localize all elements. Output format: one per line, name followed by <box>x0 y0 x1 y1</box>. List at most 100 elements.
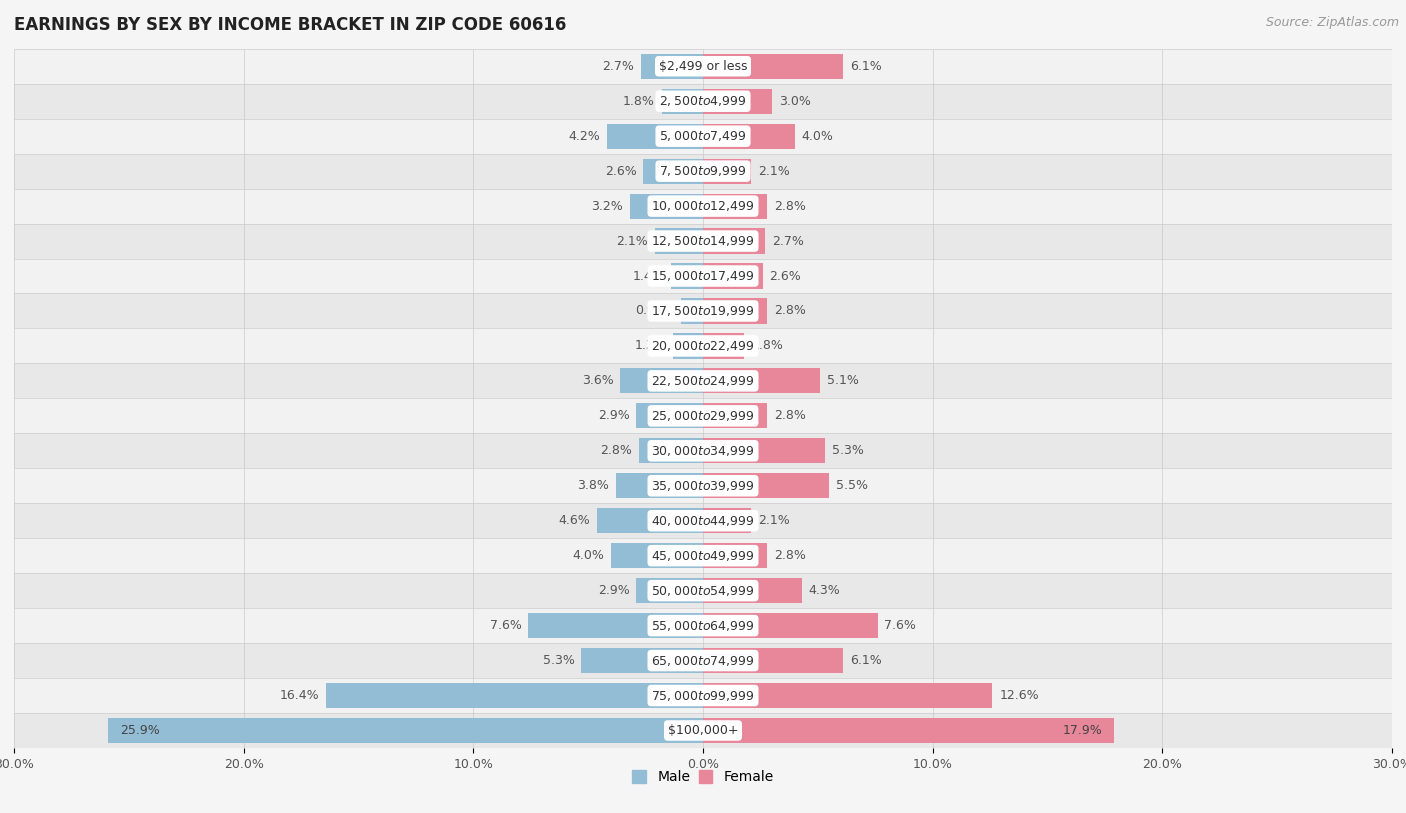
Text: 1.8%: 1.8% <box>751 340 783 352</box>
Bar <box>703 403 768 428</box>
Text: 5.3%: 5.3% <box>831 445 863 457</box>
Bar <box>703 228 765 254</box>
Text: 7.6%: 7.6% <box>489 620 522 632</box>
Text: 17.9%: 17.9% <box>1063 724 1102 737</box>
Bar <box>14 189 1392 224</box>
Text: $100,000+: $100,000+ <box>668 724 738 737</box>
Bar <box>637 403 703 428</box>
Text: $55,000 to $64,999: $55,000 to $64,999 <box>651 619 755 633</box>
Bar <box>682 298 703 324</box>
Text: 6.1%: 6.1% <box>851 654 882 667</box>
Text: 3.6%: 3.6% <box>582 375 613 387</box>
Text: $2,500 to $4,999: $2,500 to $4,999 <box>659 94 747 108</box>
Legend: Male, Female: Male, Female <box>627 765 779 790</box>
Text: 5.3%: 5.3% <box>543 654 575 667</box>
Bar <box>630 193 703 219</box>
Bar <box>671 263 703 289</box>
Bar <box>612 543 703 568</box>
Text: $15,000 to $17,499: $15,000 to $17,499 <box>651 269 755 283</box>
Bar <box>703 613 877 638</box>
Bar <box>703 368 820 393</box>
Bar <box>14 328 1392 363</box>
Text: 3.2%: 3.2% <box>591 200 623 212</box>
Bar <box>616 473 703 498</box>
Text: 12.6%: 12.6% <box>1000 689 1039 702</box>
Text: 2.7%: 2.7% <box>772 235 804 247</box>
Text: 2.8%: 2.8% <box>775 410 806 422</box>
Text: 1.3%: 1.3% <box>634 340 666 352</box>
Text: $17,500 to $19,999: $17,500 to $19,999 <box>651 304 755 318</box>
Bar <box>703 159 751 184</box>
Bar <box>703 683 993 708</box>
Bar <box>14 154 1392 189</box>
Bar <box>644 159 703 184</box>
Bar <box>14 119 1392 154</box>
Bar <box>620 368 703 393</box>
Text: 2.1%: 2.1% <box>758 165 790 177</box>
Text: 2.8%: 2.8% <box>600 445 631 457</box>
Text: 4.3%: 4.3% <box>808 585 841 597</box>
Text: 4.2%: 4.2% <box>568 130 599 142</box>
Text: 2.8%: 2.8% <box>775 550 806 562</box>
Text: 4.0%: 4.0% <box>572 550 605 562</box>
Text: 2.6%: 2.6% <box>769 270 801 282</box>
Text: $40,000 to $44,999: $40,000 to $44,999 <box>651 514 755 528</box>
Text: 25.9%: 25.9% <box>120 724 159 737</box>
Text: $2,499 or less: $2,499 or less <box>659 60 747 72</box>
Text: $5,000 to $7,499: $5,000 to $7,499 <box>659 129 747 143</box>
Text: 2.7%: 2.7% <box>602 60 634 72</box>
Bar <box>703 193 768 219</box>
Text: $12,500 to $14,999: $12,500 to $14,999 <box>651 234 755 248</box>
Bar <box>14 84 1392 119</box>
Bar <box>14 468 1392 503</box>
Bar <box>637 578 703 603</box>
Bar <box>703 54 844 79</box>
Text: 2.9%: 2.9% <box>598 410 630 422</box>
Bar <box>703 263 762 289</box>
Bar <box>14 293 1392 328</box>
Bar <box>14 398 1392 433</box>
Text: EARNINGS BY SEX BY INCOME BRACKET IN ZIP CODE 60616: EARNINGS BY SEX BY INCOME BRACKET IN ZIP… <box>14 16 567 34</box>
Text: 0.94%: 0.94% <box>634 305 675 317</box>
Text: Source: ZipAtlas.com: Source: ZipAtlas.com <box>1265 16 1399 29</box>
Text: 7.6%: 7.6% <box>884 620 917 632</box>
Bar <box>606 124 703 149</box>
Bar <box>14 503 1392 538</box>
Text: 5.5%: 5.5% <box>837 480 868 492</box>
Text: $22,500 to $24,999: $22,500 to $24,999 <box>651 374 755 388</box>
Bar <box>641 54 703 79</box>
Text: 3.0%: 3.0% <box>779 95 811 107</box>
Bar <box>662 89 703 114</box>
Bar <box>14 538 1392 573</box>
Bar <box>14 643 1392 678</box>
Bar <box>703 648 844 673</box>
Text: 4.6%: 4.6% <box>558 515 591 527</box>
Text: 2.8%: 2.8% <box>775 200 806 212</box>
Bar <box>108 718 703 743</box>
Bar <box>326 683 703 708</box>
Text: $25,000 to $29,999: $25,000 to $29,999 <box>651 409 755 423</box>
Text: 1.4%: 1.4% <box>633 270 664 282</box>
Bar <box>14 259 1392 293</box>
Bar <box>703 333 744 359</box>
Text: $35,000 to $39,999: $35,000 to $39,999 <box>651 479 755 493</box>
Text: $75,000 to $99,999: $75,000 to $99,999 <box>651 689 755 702</box>
Text: $30,000 to $34,999: $30,000 to $34,999 <box>651 444 755 458</box>
Text: 6.1%: 6.1% <box>851 60 882 72</box>
Text: 16.4%: 16.4% <box>280 689 319 702</box>
Bar <box>703 508 751 533</box>
Bar <box>598 508 703 533</box>
Bar <box>529 613 703 638</box>
Bar <box>14 713 1392 748</box>
Bar <box>703 543 768 568</box>
Text: $20,000 to $22,499: $20,000 to $22,499 <box>651 339 755 353</box>
Bar <box>703 438 825 463</box>
Text: $7,500 to $9,999: $7,500 to $9,999 <box>659 164 747 178</box>
Text: 2.8%: 2.8% <box>775 305 806 317</box>
Bar <box>655 228 703 254</box>
Bar <box>14 678 1392 713</box>
Bar <box>703 89 772 114</box>
Bar <box>703 473 830 498</box>
Text: $50,000 to $54,999: $50,000 to $54,999 <box>651 584 755 598</box>
Text: 2.1%: 2.1% <box>758 515 790 527</box>
